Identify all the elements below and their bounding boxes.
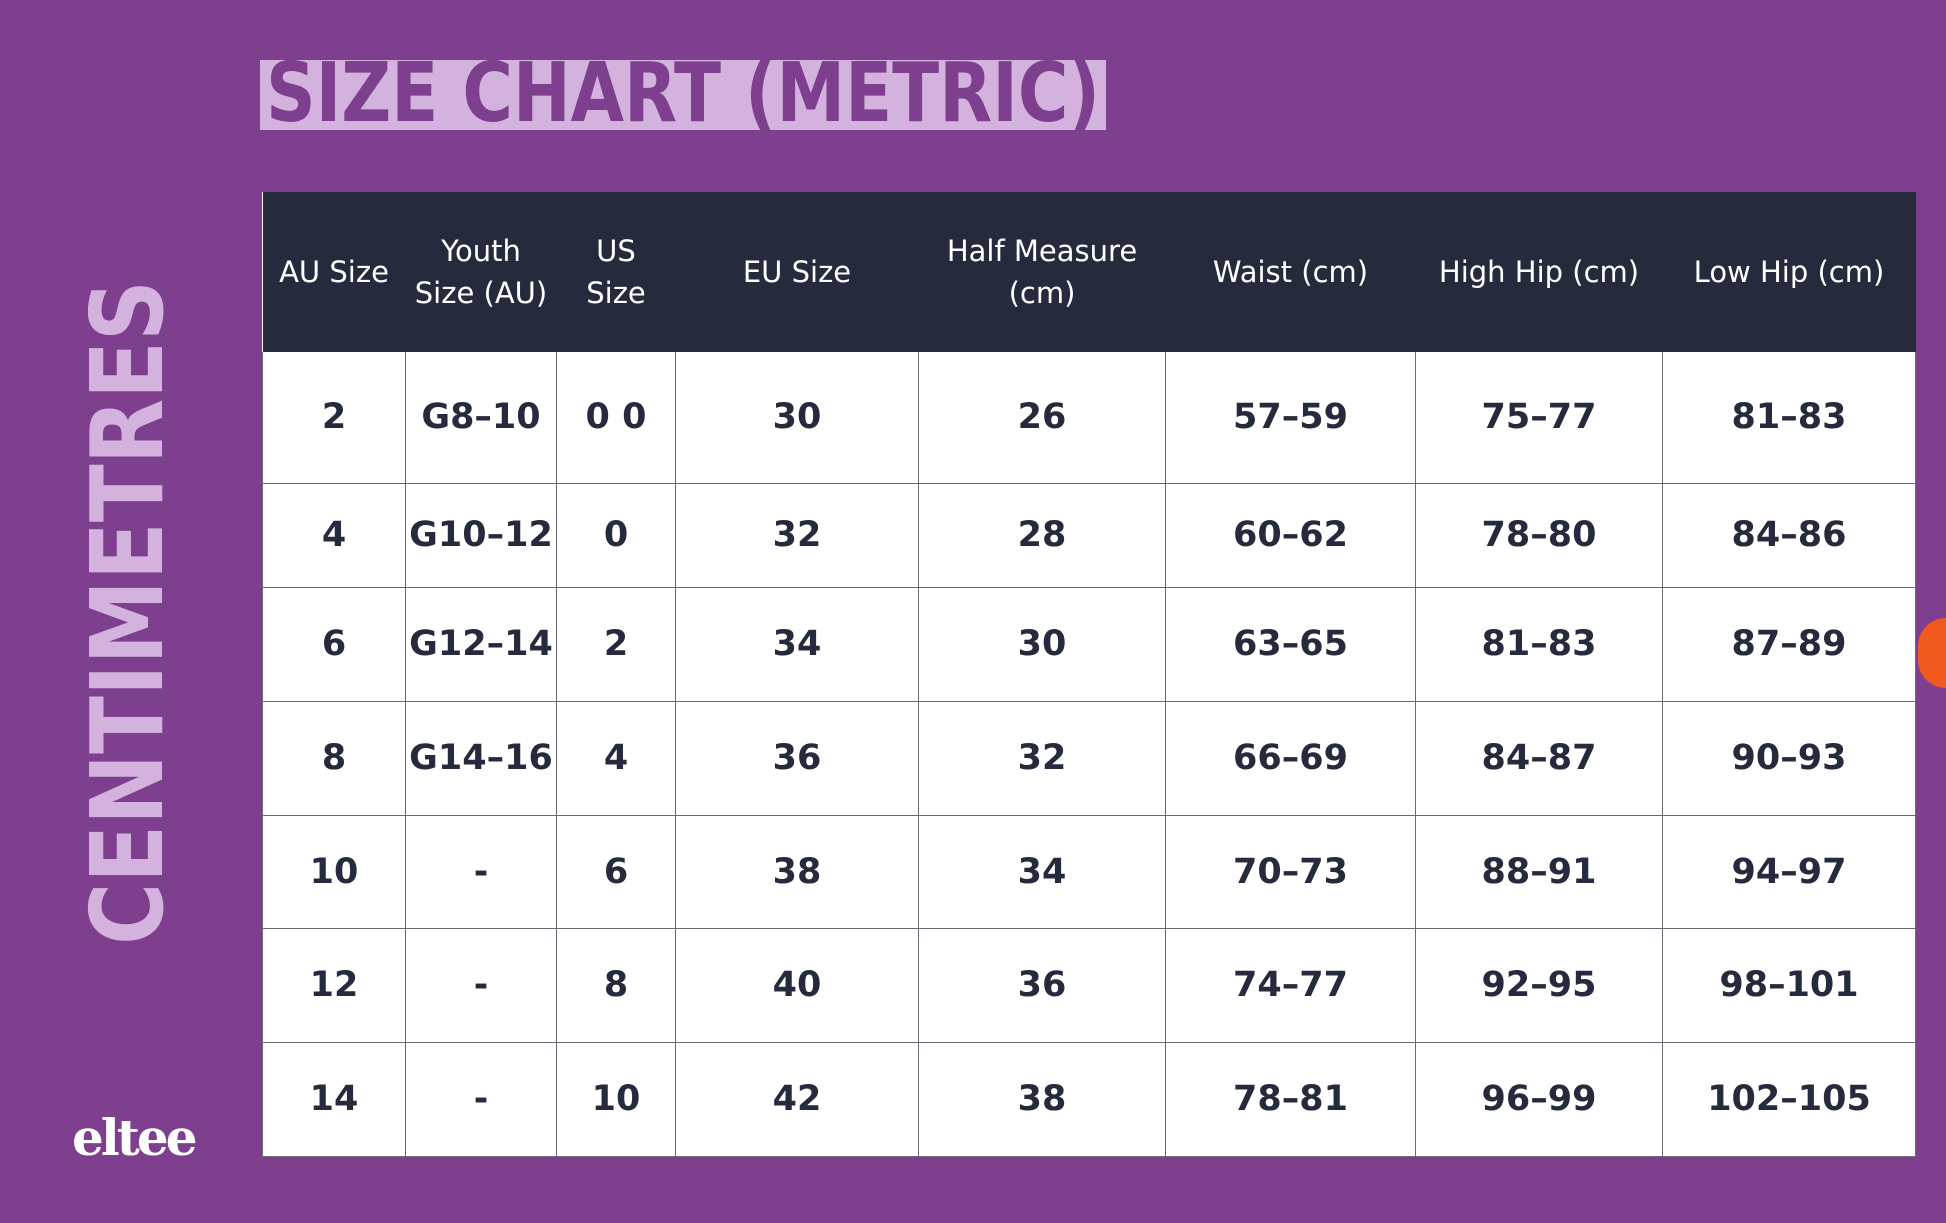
title-box: SIZE CHART (METRIC) bbox=[260, 46, 1106, 141]
table-cell: 8 bbox=[556, 927, 676, 1043]
table-row: 10-6 38 34 70–73 88–91 94–97 bbox=[262, 814, 1916, 929]
table-cell: 0 0 bbox=[556, 352, 676, 484]
table-cell: 10 bbox=[262, 814, 406, 929]
side-svg: CENTIMETRES bbox=[70, 280, 170, 945]
table-cell: G12–14 bbox=[405, 586, 557, 702]
table-cell: 14 bbox=[262, 1041, 406, 1157]
table-row: 8 G14–16 4 36 32 66–69 84–87 90–93 bbox=[262, 700, 1916, 816]
table-cell: 94–97 bbox=[1662, 814, 1916, 929]
table-cell: - bbox=[405, 1041, 557, 1157]
header-row: AU Size Youth Size (AU) US Size EU Size Half… bbox=[262, 192, 1916, 352]
table-cell: 38 bbox=[675, 814, 919, 929]
table-cell: 96–99 bbox=[1415, 1041, 1663, 1157]
table-cell: G10–12 bbox=[405, 482, 557, 588]
table-cell: 92–95 bbox=[1415, 927, 1663, 1043]
table-cell: 81–83 bbox=[1662, 352, 1916, 484]
table-cell: 38 bbox=[918, 1041, 1166, 1157]
table-cell: 74–77 bbox=[1165, 927, 1416, 1043]
table-cell: 2 bbox=[262, 352, 406, 484]
title-svg: SIZE CHART (METRIC) bbox=[266, 46, 1100, 141]
table-cell: 90–93 bbox=[1662, 700, 1916, 816]
table-row: 2 G8–10 0 0 30 26 57–59 75–77 81–83 bbox=[262, 352, 1916, 484]
table-cell: 66–69 bbox=[1165, 700, 1416, 816]
table-cell: 63–65 bbox=[1165, 586, 1416, 702]
header-cell: Waist (cm) bbox=[1165, 192, 1416, 352]
table-cell: 36 bbox=[918, 927, 1166, 1043]
title: SIZE CHART (METRIC) bbox=[266, 60, 1100, 130]
size-table: AU Size Youth Size (AU) US Size EU Size Half… bbox=[262, 192, 1916, 1157]
table-cell: 36 bbox=[675, 700, 919, 816]
table-cell: G14–16 bbox=[405, 700, 557, 816]
table-cell: 70–73 bbox=[1165, 814, 1416, 929]
table-cell: 4 bbox=[556, 700, 676, 816]
table-cell: 6 bbox=[556, 814, 676, 929]
table-cell: 26 bbox=[918, 352, 1166, 484]
table-cell: 30 bbox=[918, 586, 1166, 702]
header-cell: Youth Size (AU) bbox=[405, 192, 557, 352]
table-cell: - bbox=[405, 814, 557, 929]
table-cell: 60–62 bbox=[1165, 482, 1416, 588]
table-cell: 81–83 bbox=[1415, 586, 1663, 702]
table-cell: 10 bbox=[556, 1041, 676, 1157]
table-cell: 12 bbox=[262, 927, 406, 1043]
table-row: 14-10 42 38 78–81 96–99 102–105 bbox=[262, 1041, 1916, 1157]
table-body: 2 G8–10 0 0 30 26 57–59 75–77 81–83 4 G10–12 0 32 28… bbox=[262, 352, 1916, 1157]
side-label: CENTIMETRES bbox=[70, 280, 170, 945]
table-cell: 34 bbox=[675, 586, 919, 702]
header-cell: EU Size bbox=[675, 192, 919, 352]
table-cell: 75–77 bbox=[1415, 352, 1663, 484]
table-cell: 34 bbox=[918, 814, 1166, 929]
table-cell: 32 bbox=[675, 482, 919, 588]
table-row: 12-8 40 36 74–77 92–95 98–101 bbox=[262, 927, 1916, 1043]
header-cell: Low Hip (cm) bbox=[1662, 192, 1916, 352]
table-cell: 32 bbox=[918, 700, 1166, 816]
table-cell: 6 bbox=[262, 586, 406, 702]
table-cell: 57–59 bbox=[1165, 352, 1416, 484]
table-cell: 84–86 bbox=[1662, 482, 1916, 588]
logo: eltee bbox=[72, 1108, 198, 1167]
table-cell: 8 bbox=[262, 700, 406, 816]
table-cell: 40 bbox=[675, 927, 919, 1043]
header-cell: AU Size bbox=[262, 192, 406, 352]
table-cell: 30 bbox=[675, 352, 919, 484]
table-cell: 98–101 bbox=[1662, 927, 1916, 1043]
table-cell: 84–87 bbox=[1415, 700, 1663, 816]
table-cell: 4 bbox=[262, 482, 406, 588]
header-cell: US Size bbox=[556, 192, 676, 352]
table-cell: - bbox=[405, 927, 557, 1043]
side-tab[interactable] bbox=[1918, 618, 1946, 688]
header-cell: Half Measure (cm) bbox=[918, 192, 1166, 352]
table-cell: 102–105 bbox=[1662, 1041, 1916, 1157]
table-cell: 78–80 bbox=[1415, 482, 1663, 588]
table-cell: 2 bbox=[556, 586, 676, 702]
table-cell: 28 bbox=[918, 482, 1166, 588]
table-row: 6 G12–14 2 34 30 63–65 81–83 87–89 bbox=[262, 586, 1916, 702]
table-row: 4 G10–12 0 32 28 60–62 78–80 84–86 bbox=[262, 482, 1916, 588]
header-cell: High Hip (cm) bbox=[1415, 192, 1663, 352]
table-cell: 0 bbox=[556, 482, 676, 588]
table-cell: 87–89 bbox=[1662, 586, 1916, 702]
table-cell: 78–81 bbox=[1165, 1041, 1416, 1157]
table-cell: G8–10 bbox=[405, 352, 557, 484]
table-cell: 88–91 bbox=[1415, 814, 1663, 929]
table-cell: 42 bbox=[675, 1041, 919, 1157]
